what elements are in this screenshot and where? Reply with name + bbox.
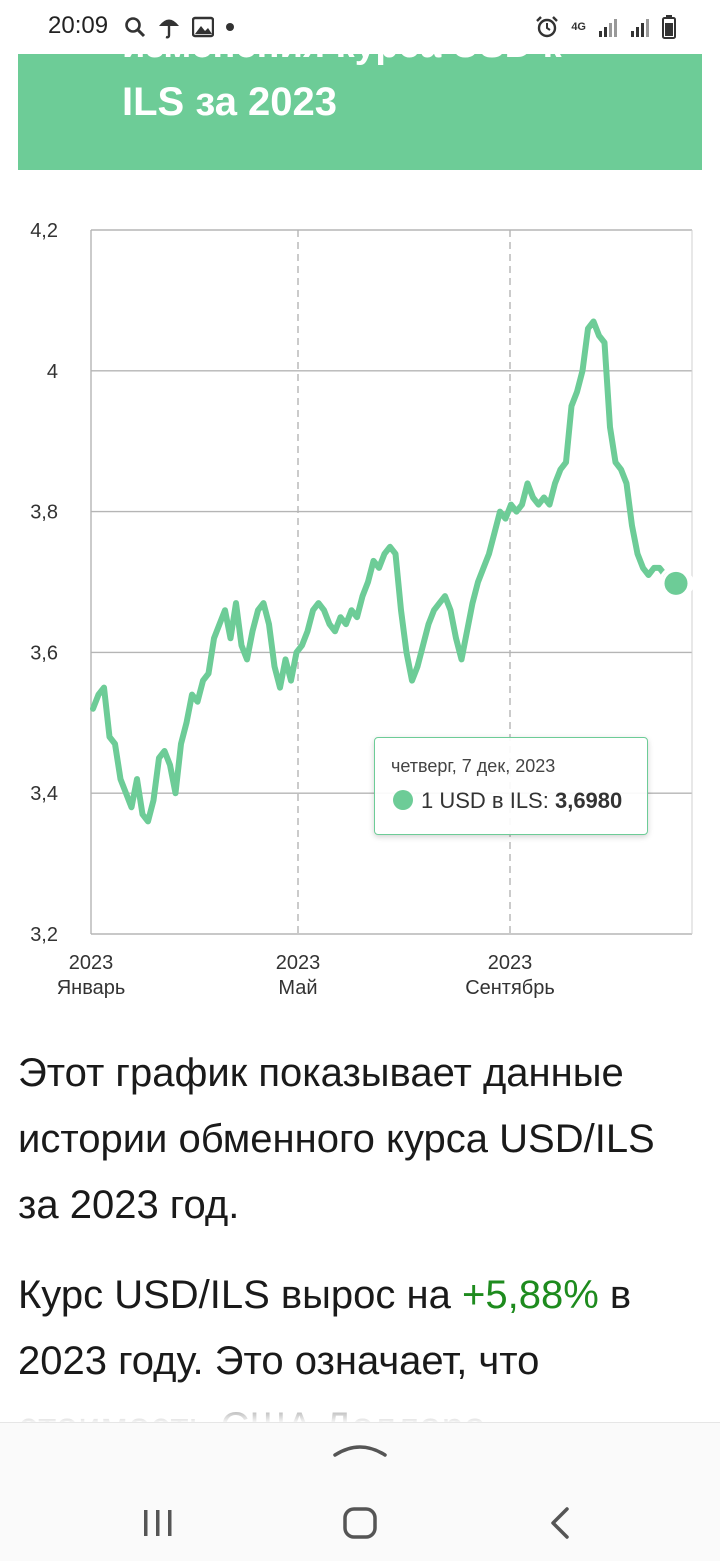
exchange-rate-chart[interactable]: 4,2 4 3,8 3,6 3,4 3,2 2023 Январь 2023 Май 2023 Сен… bbox=[0, 200, 720, 1020]
battery-icon bbox=[662, 15, 676, 39]
content-fade bbox=[0, 1380, 720, 1424]
x-tick-year: 2023 bbox=[276, 952, 321, 974]
banner-title-partial: изменения курса USD к bbox=[122, 54, 562, 67]
x-tick-month: Январь bbox=[57, 977, 126, 999]
x-tick-month: Сентябрь bbox=[465, 977, 555, 999]
tooltip-series-dot bbox=[393, 790, 413, 810]
chart-svg: 4,2 4 3,8 3,6 3,4 3,2 2023 Январь 2023 Май 2023 Сен… bbox=[30, 220, 694, 999]
y-tick-label: 3,2 bbox=[30, 924, 58, 946]
x-tick-month: Май bbox=[278, 977, 317, 999]
y-tick-label: 4 bbox=[47, 361, 58, 383]
status-bar: 20:09 4G bbox=[0, 0, 720, 54]
signal-icon bbox=[631, 19, 649, 37]
y-tick-label: 4,2 bbox=[30, 220, 58, 242]
y-tick-label: 3,8 bbox=[30, 502, 58, 524]
back-icon bbox=[551, 1507, 569, 1539]
notification-dot-icon bbox=[226, 23, 234, 31]
highlight-point bbox=[661, 568, 691, 598]
signal-icon bbox=[599, 19, 617, 37]
home-icon bbox=[343, 1507, 377, 1539]
recent-apps-button[interactable] bbox=[128, 1493, 188, 1553]
status-icons-right: 4G bbox=[535, 14, 676, 40]
status-icons-left bbox=[124, 14, 234, 40]
series-line bbox=[90, 318, 679, 825]
tooltip-label: 1 USD в ILS: bbox=[421, 788, 555, 813]
title-banner: изменения курса USD к ILS за 2023 bbox=[18, 54, 702, 170]
y-tick-label: 3,4 bbox=[30, 783, 58, 805]
alarm-icon bbox=[536, 16, 559, 38]
tooltip-value-line: 1 USD в ILS: 3,6980 bbox=[421, 788, 622, 814]
network-type-label: 4G bbox=[571, 21, 586, 33]
y-tick-label: 3,6 bbox=[30, 642, 58, 664]
growth-text-before: Курс USD/ILS вырос на bbox=[18, 1273, 462, 1317]
home-button[interactable] bbox=[330, 1493, 390, 1553]
tooltip-date: четверг, 7 дек, 2023 bbox=[391, 756, 556, 776]
description-paragraph: Этот график показывает данные истории об… bbox=[18, 1051, 655, 1227]
banner-title: ILS за 2023 bbox=[122, 80, 338, 124]
umbrella-icon bbox=[159, 19, 179, 39]
x-tick-year: 2023 bbox=[488, 952, 533, 974]
status-time: 20:09 bbox=[48, 12, 109, 39]
image-icon bbox=[192, 16, 214, 38]
back-button[interactable] bbox=[530, 1493, 590, 1553]
navigation-bar bbox=[0, 1422, 720, 1561]
search-icon bbox=[125, 17, 146, 38]
highlight-ring bbox=[658, 565, 694, 601]
chevron-up-icon[interactable] bbox=[332, 1437, 388, 1459]
x-tick-year: 2023 bbox=[69, 952, 114, 974]
recent-apps-icon bbox=[144, 1510, 172, 1536]
chart-tooltip: четверг, 7 дек, 2023 1 USD в ILS: 3,6980 bbox=[374, 737, 648, 835]
tooltip-value: 3,6980 bbox=[554, 788, 623, 813]
growth-percent: +5,88% bbox=[461, 1273, 599, 1317]
